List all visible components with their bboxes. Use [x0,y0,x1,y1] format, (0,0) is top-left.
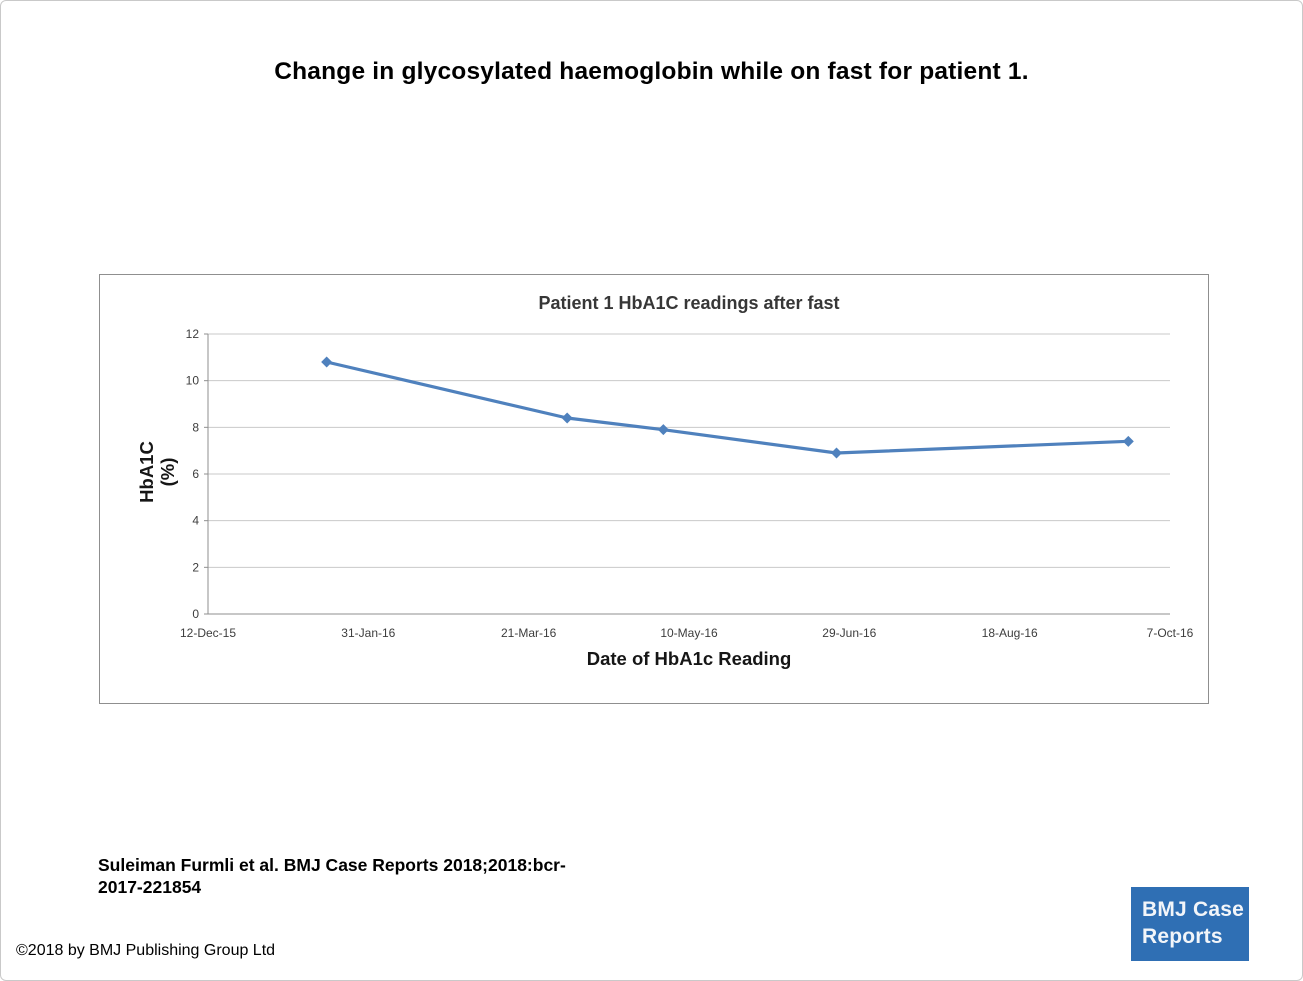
series-line [325,360,1130,455]
copyright-notice: ©2018 by BMJ Publishing Group Ltd [16,942,276,959]
x-axis-labels: 12-Dec-15 31-Jan-16 21-Mar-16 10-May-16 29-J… [180,626,1194,640]
chart-title: Patient 1 HbA1C readings after fast [538,293,839,313]
hba1c-line-chart: Patient 1 HbA1C readings after fast 0 2 4 6 8… [136,293,1194,669]
x-axis-title: Date of HbA1c Reading [587,648,792,669]
citation-line-1: Suleiman Furmli et al. BMJ Case Reports … [98,855,566,875]
x-tick-label: 31-Jan-16 [341,626,395,640]
data-point-marker [831,447,843,459]
y-tick-label: 0 [192,607,199,621]
data-point-marker [657,424,669,436]
x-tick-label: 7-Oct-16 [1147,626,1194,640]
x-tick-label: 29-Jun-16 [822,626,876,640]
page-title: Change in glycosylated haemoglobin while… [274,58,1029,85]
x-tick-label: 18-Aug-16 [982,626,1038,640]
figure-panel: Patient 1 HbA1C readings after fast 0 2 4 6 8… [99,274,1209,704]
bmj-case-reports-logo: BMJ Case Reports [1131,887,1249,961]
y-tick-label: 8 [192,420,199,434]
gridlines: 0 2 4 6 8 10 12 [186,327,1170,621]
y-tick-label: 2 [192,560,199,574]
logo-line-2: Reports [1142,925,1223,948]
x-tick-label: 10-May-16 [660,626,718,640]
x-tick-label: 21-Mar-16 [501,626,557,640]
y-tick-label: 12 [186,327,200,341]
citation: Suleiman Furmli et al. BMJ Case Reports … [98,854,566,898]
data-point-marker [1122,435,1134,447]
citation-line-2: 2017-221854 [98,877,202,897]
y-tick-label: 6 [192,467,199,481]
logo-line-1: BMJ Case [1142,898,1244,921]
y-axis-title: HbA1C(%) [136,441,178,503]
y-tick-label: 10 [186,374,200,388]
x-tick-label: 12-Dec-15 [180,626,236,640]
data-point-marker [321,356,333,368]
data-point-marker [561,412,573,424]
y-tick-label: 4 [192,514,199,528]
